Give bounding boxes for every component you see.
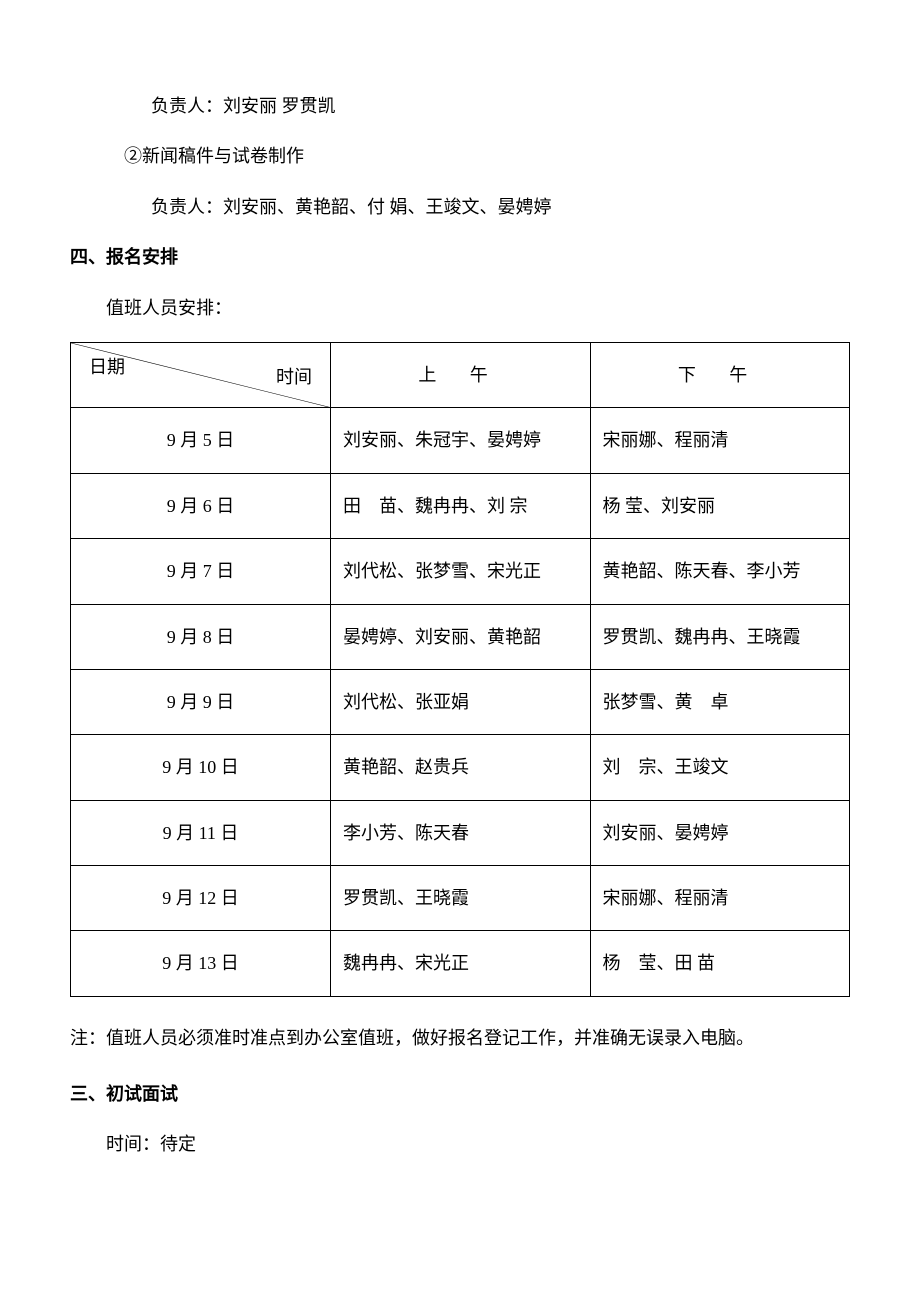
table-row: 9 月 12 日 罗贯凯、王晓霞 宋丽娜、程丽清 — [71, 866, 850, 931]
cell-date: 9 月 11 日 — [71, 800, 331, 865]
header-date-time-diagonal: 日期 时间 — [71, 342, 331, 407]
cell-pm: 黄艳韶、陈天春、李小芳 — [590, 539, 850, 604]
table-row: 9 月 11 日 李小芳、陈天春 刘安丽、晏娉婷 — [71, 800, 850, 865]
table-row: 9 月 5 日 刘安丽、朱冠宇、晏娉婷 宋丽娜、程丽清 — [71, 408, 850, 473]
cell-pm: 刘 宗、王竣文 — [590, 735, 850, 800]
interview-time: 时间：待定 — [70, 1128, 850, 1160]
table-row: 9 月 10 日 黄艳韶、赵贵兵 刘 宗、王竣文 — [71, 735, 850, 800]
table-row: 9 月 13 日 魏冉冉、宋光正 杨 莹、田 苗 — [71, 931, 850, 996]
header-date-label: 日期 — [89, 351, 125, 383]
note-text: 注：值班人员必须准时准点到办公室值班，做好报名登记工作，并准确无误录入电脑。 — [70, 1017, 850, 1060]
cell-date: 9 月 12 日 — [71, 866, 331, 931]
header-time-label: 时间 — [276, 361, 312, 393]
section-4-heading: 四、报名安排 — [70, 241, 850, 273]
cell-am: 刘安丽、朱冠宇、晏娉婷 — [331, 408, 591, 473]
cell-pm: 罗贯凯、魏冉冉、王晓霞 — [590, 604, 850, 669]
table-body: 9 月 5 日 刘安丽、朱冠宇、晏娉婷 宋丽娜、程丽清 9 月 6 日 田 苗、… — [71, 408, 850, 997]
cell-am: 魏冉冉、宋光正 — [331, 931, 591, 996]
cell-am: 黄艳韶、赵贵兵 — [331, 735, 591, 800]
duty-schedule-subheading: 值班人员安排： — [70, 292, 850, 324]
cell-pm: 宋丽娜、程丽清 — [590, 408, 850, 473]
header-afternoon: 下 午 — [590, 342, 850, 407]
table-row: 9 月 9 日 刘代松、张亚娟 张梦雪、黄 卓 — [71, 669, 850, 734]
cell-pm: 杨 莹、田 苗 — [590, 931, 850, 996]
header-morning: 上 午 — [331, 342, 591, 407]
news-draft-line: ②新闻稿件与试卷制作 — [70, 140, 850, 172]
cell-date: 9 月 6 日 — [71, 473, 331, 538]
table-row: 9 月 6 日 田 苗、魏冉冉、刘 宗 杨 莹、刘安丽 — [71, 473, 850, 538]
cell-pm: 张梦雪、黄 卓 — [590, 669, 850, 734]
cell-am: 晏娉婷、刘安丽、黄艳韶 — [331, 604, 591, 669]
cell-pm: 刘安丽、晏娉婷 — [590, 800, 850, 865]
cell-date: 9 月 10 日 — [71, 735, 331, 800]
cell-date: 9 月 13 日 — [71, 931, 331, 996]
cell-am: 刘代松、张梦雪、宋光正 — [331, 539, 591, 604]
responsible-line-2: 负责人：刘安丽、黄艳韶、付 娟、王竣文、晏娉婷 — [70, 191, 850, 223]
cell-date: 9 月 5 日 — [71, 408, 331, 473]
responsible-line-1: 负责人：刘安丽 罗贯凯 — [70, 90, 850, 122]
cell-pm: 杨 莹、刘安丽 — [590, 473, 850, 538]
section-3-heading: 三、初试面试 — [70, 1078, 850, 1110]
cell-am: 李小芳、陈天春 — [331, 800, 591, 865]
cell-date: 9 月 8 日 — [71, 604, 331, 669]
table-header-row: 日期 时间 上 午 下 午 — [71, 342, 850, 407]
cell-pm: 宋丽娜、程丽清 — [590, 866, 850, 931]
cell-date: 9 月 7 日 — [71, 539, 331, 604]
cell-am: 田 苗、魏冉冉、刘 宗 — [331, 473, 591, 538]
table-row: 9 月 7 日 刘代松、张梦雪、宋光正 黄艳韶、陈天春、李小芳 — [71, 539, 850, 604]
cell-date: 9 月 9 日 — [71, 669, 331, 734]
duty-schedule-table: 日期 时间 上 午 下 午 9 月 5 日 刘安丽、朱冠宇、晏娉婷 宋丽娜、程丽… — [70, 342, 850, 997]
table-row: 9 月 8 日 晏娉婷、刘安丽、黄艳韶 罗贯凯、魏冉冉、王晓霞 — [71, 604, 850, 669]
cell-am: 刘代松、张亚娟 — [331, 669, 591, 734]
cell-am: 罗贯凯、王晓霞 — [331, 866, 591, 931]
